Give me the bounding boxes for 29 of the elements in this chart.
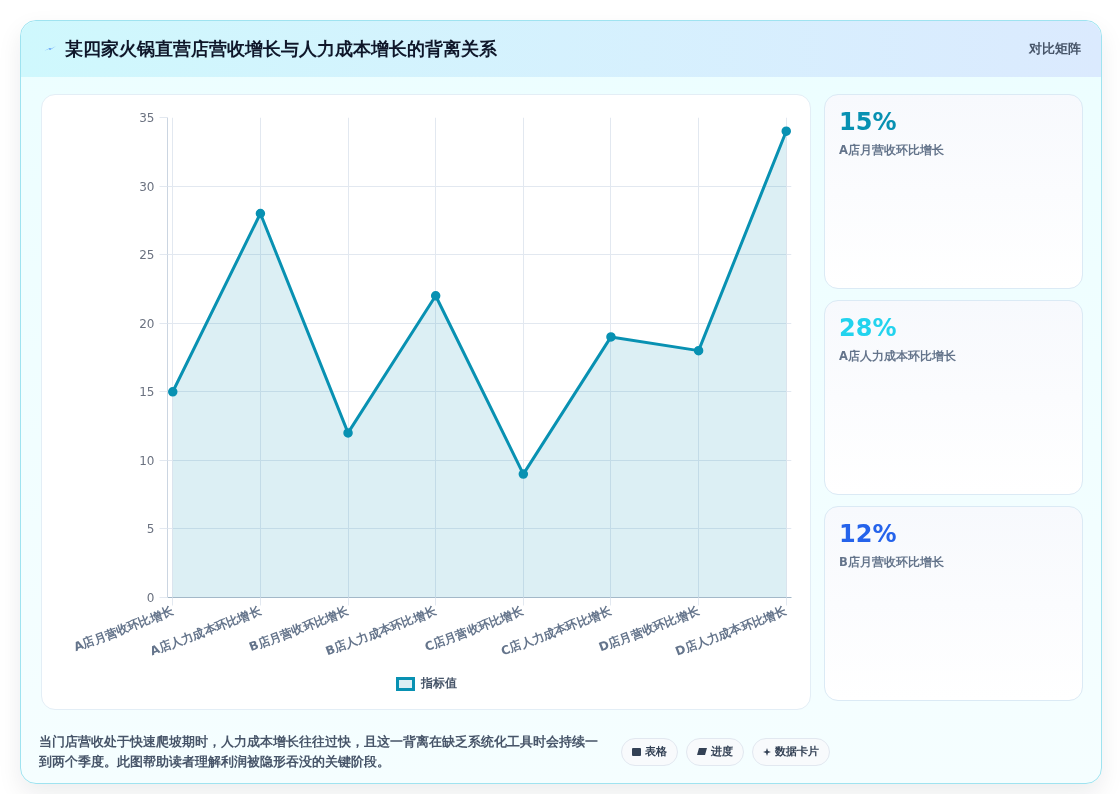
y-tick-label: 15 [139, 385, 155, 400]
category-label: A店人力成本环比增长 [839, 348, 957, 365]
y-tick-label: 25 [139, 248, 155, 263]
text: 28% [839, 314, 897, 342]
chart-title: 某四家火锅直营店营收增长与人力成本增长的背离关系 [65, 37, 497, 62]
text: 15% [839, 108, 897, 136]
point [693, 345, 704, 356]
category-label: B店月营收环比增长 [839, 554, 945, 571]
text: 12% [839, 520, 897, 548]
text: 数据卡片 [775, 743, 819, 760]
point [168, 387, 178, 397]
point [343, 428, 353, 438]
y-tick-label: 5 [146, 522, 155, 537]
text: 表格 [645, 743, 667, 760]
y-tick-label: 20 [139, 316, 155, 331]
point [255, 208, 266, 219]
text: 当门店营收处于快速爬坡期时，人力成本增长往往过快，且这一背离在缺乏系统化工具时会持续一到两个季度。此图帮助读者理解利润被隐形吞没的关键阶段。 [39, 732, 599, 771]
point [781, 126, 791, 136]
legend-label: 指标值 [420, 675, 457, 692]
text: 进度 [711, 743, 733, 760]
point [606, 332, 616, 342]
point [518, 469, 529, 479]
category-label: A店月营收环比增长 [839, 142, 945, 159]
y-tick-label: 10 [139, 453, 155, 468]
y-tick-label: 35 [139, 111, 155, 125]
point [430, 291, 441, 301]
y-tick-label: 30 [139, 179, 155, 194]
text: 对比矩阵 [1029, 39, 1081, 58]
y-tick-label: 0 [146, 591, 155, 605]
